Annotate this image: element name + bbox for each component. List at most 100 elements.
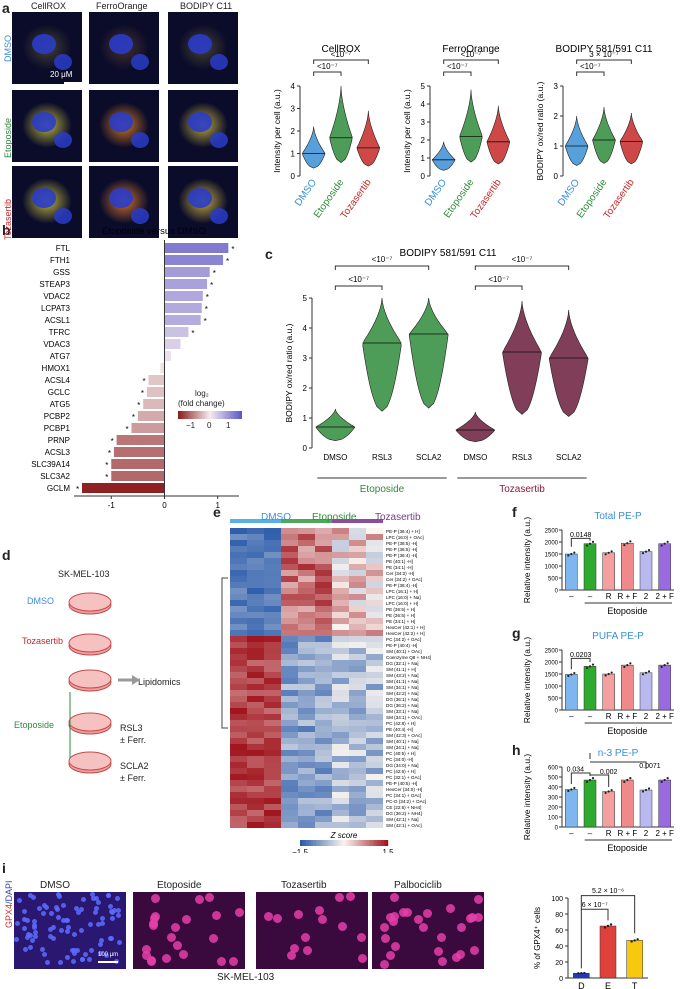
heatmap-cell — [349, 564, 366, 570]
heatmap-cell — [264, 648, 281, 654]
p-value-label: 0.0071 — [639, 763, 661, 770]
d-arrow-icon — [118, 675, 140, 685]
i-cell — [45, 960, 50, 965]
heatmap-cell — [230, 780, 247, 786]
heatmap-row-label: DG (32:1) + Na] — [386, 661, 419, 666]
heatmap-cell — [298, 654, 315, 660]
zscore-legend-swatch — [324, 840, 327, 846]
zscore-legend-swatch — [339, 840, 342, 846]
heatmap-cell — [281, 726, 298, 732]
y-tick-label: 500 — [548, 697, 559, 703]
heatmap-cell — [366, 714, 383, 720]
bar-HMOX1 — [160, 363, 165, 373]
heatmap-cell — [247, 798, 264, 804]
i-cell — [151, 912, 160, 921]
i-cell — [58, 960, 63, 965]
zscore-legend-swatch — [319, 840, 323, 846]
x-category-label: DMSO — [423, 177, 449, 208]
data-point — [573, 671, 576, 675]
heatmap-cell — [315, 714, 332, 720]
heatmap-cell — [281, 720, 298, 726]
i-cell — [318, 915, 327, 924]
data-point — [591, 663, 595, 666]
heatmap-cell — [332, 738, 349, 744]
data-point — [580, 972, 583, 975]
i-cell — [70, 948, 75, 953]
i-cell — [93, 910, 98, 915]
heatmap-cell — [332, 792, 349, 798]
heatmap-cell — [281, 636, 298, 642]
heatmap-cell — [281, 744, 298, 750]
heatmap-cell — [230, 636, 247, 642]
zscore-legend-swatch — [330, 840, 334, 846]
y-tick-label: 3 — [554, 82, 559, 91]
heatmap-cell — [230, 552, 247, 558]
heatmap-cell — [230, 660, 247, 666]
d-schematic — [68, 592, 140, 774]
significance-bracket — [570, 537, 591, 547]
i-cell — [112, 908, 117, 913]
heatmap-cell — [315, 660, 332, 666]
heatmap-cell — [264, 678, 281, 684]
i-cell — [65, 918, 70, 923]
data-point — [641, 673, 645, 676]
i-cell — [98, 951, 103, 956]
chart-title: n-3 PE-P — [598, 748, 639, 759]
bar-4 — [639, 551, 653, 591]
bar-SLC39A14 — [111, 459, 165, 469]
x-category-label: DMSO — [556, 177, 582, 208]
b-legend-title2: (fold change) — [178, 399, 225, 408]
i-cell — [44, 905, 49, 910]
i-cell — [209, 934, 218, 943]
gene-label: LCPAT3 — [41, 304, 71, 313]
violin-tozasertib — [356, 110, 381, 167]
heatmap-row-label: SM (42:2) + Na] — [386, 691, 419, 696]
x-category-label: R + F — [617, 829, 637, 838]
i-cell — [457, 923, 466, 932]
heatmap-row-label: PE-P (36:5) -H] — [386, 547, 417, 552]
y-tick-label: 2000 — [545, 661, 559, 667]
heatmap-cell — [230, 558, 247, 564]
heatmap-cell — [247, 786, 264, 792]
data-point — [641, 552, 645, 555]
heatmap-cell — [247, 660, 264, 666]
gene-label: FTL — [56, 244, 71, 253]
zscore-legend-swatch — [333, 840, 336, 846]
heatmap-cell — [349, 546, 366, 552]
i-cell — [452, 953, 461, 962]
heatmap-row-label: SM (42:3) + OAc] — [386, 733, 422, 738]
heatmap-cell — [264, 600, 281, 606]
data-point — [607, 790, 610, 793]
significance-star: * — [125, 425, 128, 434]
heatmap-cell — [332, 552, 349, 558]
heatmap-cell — [349, 570, 366, 576]
heatmap-row-label: CE (22:6) + NH4] — [386, 805, 421, 810]
group-label: Etoposide — [607, 606, 647, 616]
heatmap-cell — [349, 780, 366, 786]
data-point — [644, 788, 648, 792]
heatmap-cell — [332, 540, 349, 546]
heatmap-cell — [349, 792, 366, 798]
i-channel-label: GPX4/DAPI — [4, 880, 14, 928]
heatmap-cell — [349, 552, 366, 558]
heatmap-cell — [366, 762, 383, 768]
x-category-label: R + F — [617, 712, 637, 721]
heatmap-cell — [366, 768, 383, 774]
heatmap-cell — [349, 654, 366, 660]
heatmap-cell — [230, 792, 247, 798]
x-category-label: R — [606, 592, 612, 601]
heatmap-cell — [247, 624, 264, 630]
heatmap-cell — [349, 534, 366, 540]
heatmap-cell — [315, 564, 332, 570]
y-tick-label: 500 — [548, 776, 559, 782]
heatmap-cell — [298, 726, 315, 732]
zscore-legend-swatch — [355, 840, 358, 846]
heatmap-cell — [264, 564, 281, 570]
bar-0 — [565, 674, 578, 711]
heatmap-row-label: SM (34:1) + OAc] — [386, 715, 422, 720]
heatmap-cell — [247, 732, 264, 738]
heatmap-cell — [247, 810, 264, 816]
heatmap-cell — [366, 540, 383, 546]
bar-ACSL4 — [148, 375, 165, 385]
heatmap-cell — [315, 780, 332, 786]
